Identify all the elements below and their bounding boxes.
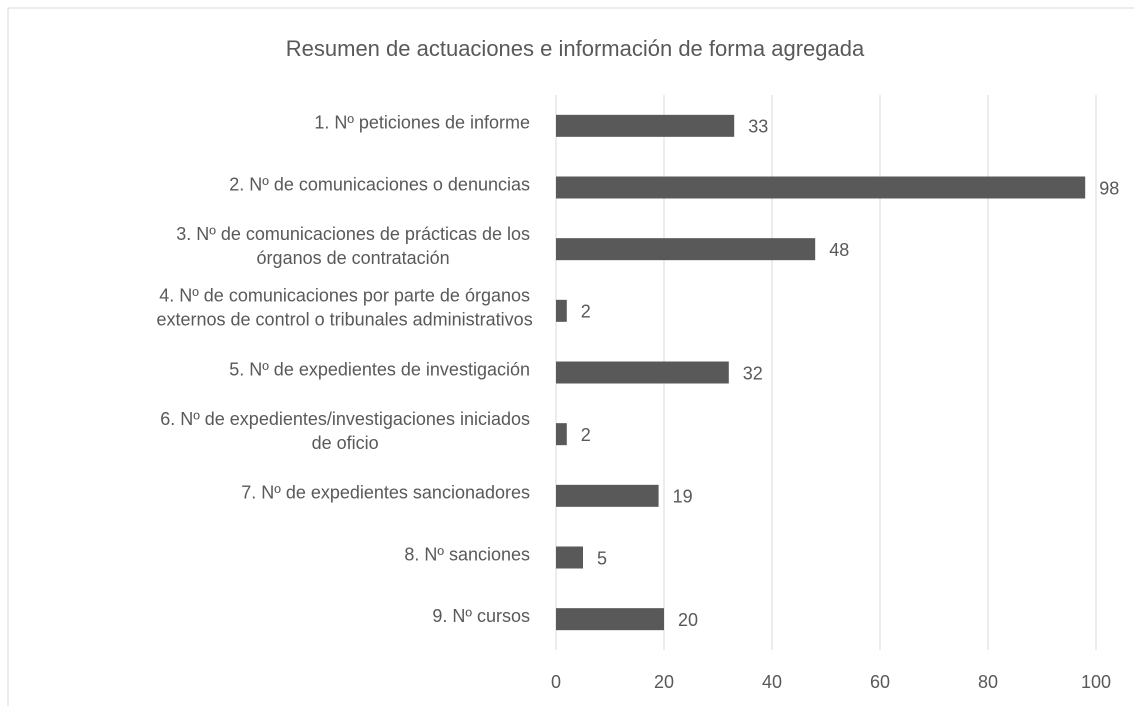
chart-title: Resumen de actuaciones e información de … bbox=[286, 36, 865, 61]
bar bbox=[556, 484, 659, 507]
chart-frame bbox=[7, 7, 1134, 706]
x-tick-label: 0 bbox=[551, 672, 561, 692]
bar bbox=[556, 608, 664, 631]
y-tick-label: de oficio bbox=[312, 433, 379, 453]
y-tick-label: externos de control o tribunales adminis… bbox=[157, 310, 533, 330]
bar bbox=[556, 361, 729, 384]
y-tick-label: 1. Nº peticiones de informe bbox=[314, 113, 530, 133]
y-tick-label: 9. Nº cursos bbox=[432, 606, 530, 626]
y-tick-label: 2. Nº de comunicaciones o denuncias bbox=[229, 174, 530, 194]
bar bbox=[556, 238, 816, 261]
x-tick-label: 20 bbox=[654, 672, 674, 692]
y-tick-label: 5. Nº de expedientes de investigación bbox=[229, 359, 530, 379]
y-tick-label: 7. Nº de expedientes sancionadores bbox=[241, 483, 530, 503]
bar bbox=[556, 176, 1086, 199]
x-tick-label: 40 bbox=[762, 672, 782, 692]
y-tick-label: 6. Nº de expedientes/investigaciones ini… bbox=[160, 409, 530, 429]
bar bbox=[556, 546, 583, 569]
data-label: 48 bbox=[829, 240, 849, 260]
data-label: 20 bbox=[678, 610, 698, 630]
data-label: 32 bbox=[743, 363, 763, 383]
data-label: 33 bbox=[748, 117, 768, 137]
x-tick-label: 100 bbox=[1081, 672, 1111, 692]
bar bbox=[556, 114, 735, 137]
y-tick-label: 8. Nº sanciones bbox=[404, 544, 530, 564]
x-tick-label: 60 bbox=[870, 672, 890, 692]
bar bbox=[556, 423, 567, 446]
data-label: 98 bbox=[1099, 178, 1119, 198]
data-label: 5 bbox=[597, 548, 607, 568]
y-tick-label: 4. Nº de comunicaciones por parte de órg… bbox=[159, 286, 530, 306]
x-tick-label: 80 bbox=[978, 672, 998, 692]
y-tick-label: 3. Nº de comunicaciones de prácticas de … bbox=[176, 224, 530, 244]
data-label: 2 bbox=[581, 425, 591, 445]
data-label: 2 bbox=[581, 302, 591, 322]
y-tick-label: órganos de contratación bbox=[257, 248, 450, 268]
data-label: 19 bbox=[673, 487, 693, 507]
bar bbox=[556, 299, 567, 322]
